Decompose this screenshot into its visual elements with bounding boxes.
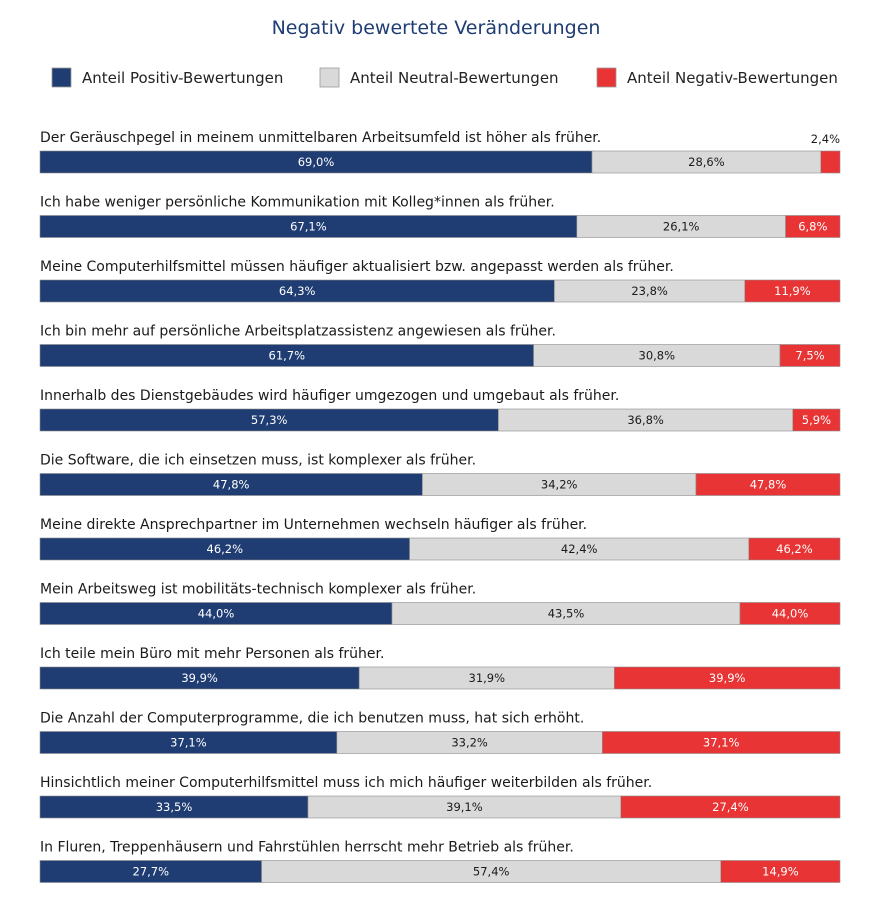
chart-row: Der Geräuschpegel in meinem unmittelbare…	[39, 130, 841, 174]
bar-segment-negative	[620, 795, 841, 819]
bar-segment-negative	[779, 344, 841, 367]
row-label: Ich bin mehr auf persönliche Arbeitsplat…	[40, 324, 556, 340]
row-label: Meine Computerhilfsmittel müssen häufige…	[40, 259, 674, 275]
data-label: 26,1%	[663, 220, 700, 234]
bar-segment-negative	[748, 537, 841, 561]
data-label: 39,9%	[709, 671, 746, 685]
bar-segment-negative	[614, 666, 841, 690]
bar-segment-negative	[744, 279, 841, 303]
legend-swatch-2	[319, 67, 340, 88]
data-label: 30,8%	[639, 349, 676, 363]
bar-segment-negative	[720, 860, 841, 883]
chart-row: Hinsichtlich meiner Computerhilfsmittel …	[39, 775, 841, 819]
bar-segment-negative	[602, 731, 841, 754]
legend-swatch-1	[51, 67, 72, 88]
data-label: 46,2%	[776, 542, 813, 556]
data-label: 61,7%	[269, 349, 306, 363]
data-label: 28,6%	[688, 155, 725, 169]
chart-row: Meine direkte Ansprechpartner im Unterne…	[39, 517, 841, 561]
data-label: 64,3%	[279, 284, 316, 298]
data-label: 33,5%	[156, 800, 193, 814]
bar-segment-negative	[820, 150, 841, 174]
bar-segment-negative	[739, 602, 841, 625]
row-label: Hinsichtlich meiner Computerhilfsmittel …	[40, 775, 652, 791]
bar-segment-negative	[785, 215, 841, 238]
legend-label-3: Anteil Negativ-Bewertungen	[627, 69, 838, 87]
chart-row: Mein Arbeitsweg ist mobilitäts-technisch…	[39, 582, 841, 625]
data-label: 31,9%	[469, 671, 506, 685]
data-label: 37,1%	[703, 736, 740, 750]
chart-row: Ich bin mehr auf persönliche Arbeitsplat…	[39, 324, 841, 367]
chart-row: Meine Computerhilfsmittel müssen häufige…	[39, 259, 841, 303]
chart-row: Innerhalb des Dienstgebäudes wird häufig…	[39, 388, 841, 432]
row-label: Ich habe weniger persönliche Kommunikati…	[40, 195, 555, 211]
data-label: 44,0%	[198, 607, 235, 621]
data-label: 44,0%	[772, 607, 809, 621]
data-label: 47,8%	[213, 478, 250, 492]
data-label: 27,7%	[133, 865, 170, 879]
bar-segment-negative	[792, 408, 841, 432]
data-label: 23,8%	[631, 284, 668, 298]
chart-row: Die Software, die ich einsetzen muss, is…	[39, 453, 841, 496]
data-label: 39,9%	[181, 671, 218, 685]
chart-row: In Fluren, Treppenhäusern und Fahrstühle…	[39, 840, 841, 883]
chart-row: Ich teile mein Büro mit mehr Personen al…	[39, 646, 841, 690]
data-label: 57,4%	[473, 865, 510, 879]
row-label: Der Geräuschpegel in meinem unmittelbare…	[40, 130, 601, 146]
data-label: 14,9%	[762, 865, 799, 879]
row-label: Ich teile mein Büro mit mehr Personen al…	[40, 646, 384, 662]
data-label: 67,1%	[290, 220, 327, 234]
data-label: 69,0%	[298, 155, 335, 169]
data-label: 7,5%	[795, 349, 824, 363]
data-label: 43,5%	[548, 607, 585, 621]
row-label: In Fluren, Treppenhäusern und Fahrstühle…	[40, 840, 574, 856]
data-label: 5,9%	[802, 413, 831, 427]
row-label: Die Anzahl der Computerprogramme, die ic…	[40, 711, 584, 727]
chart-row: Die Anzahl der Computerprogramme, die ic…	[39, 711, 841, 754]
data-label: 37,1%	[170, 736, 207, 750]
data-label: 46,2%	[207, 542, 244, 556]
chart-row: Ich habe weniger persönliche Kommunikati…	[39, 195, 841, 238]
data-label: 36,8%	[627, 413, 664, 427]
data-label: 34,2%	[541, 478, 578, 492]
data-label: 47,8%	[750, 478, 787, 492]
data-label: 6,8%	[798, 220, 827, 234]
data-label: 27,4%	[712, 800, 749, 814]
row-label: Die Software, die ich einsetzen muss, is…	[40, 453, 476, 469]
data-label: 42,4%	[561, 542, 598, 556]
row-label: Innerhalb des Dienstgebäudes wird häufig…	[40, 388, 619, 404]
row-label: Mein Arbeitsweg ist mobilitäts-technisch…	[40, 582, 476, 598]
chart-title: Negativ bewertete Veränderungen	[272, 17, 601, 39]
legend-label-1: Anteil Positiv-Bewertungen	[82, 69, 283, 87]
data-label: 57,3%	[251, 413, 288, 427]
row-label: Meine direkte Ansprechpartner im Unterne…	[40, 517, 587, 533]
legend: Anteil Positiv-Bewertungen Anteil Neutral…	[51, 67, 838, 88]
chart-rows: Der Geräuschpegel in meinem unmittelbare…	[39, 130, 841, 883]
legend-swatch-3	[596, 67, 617, 88]
data-label: 33,2%	[451, 736, 488, 750]
data-label: 39,1%	[446, 800, 483, 814]
data-label: 11,9%	[774, 284, 811, 298]
legend-label-2: Anteil Neutral-Bewertungen	[350, 69, 559, 87]
data-label: 2,4%	[811, 132, 840, 146]
bar-segment-negative	[695, 473, 841, 496]
